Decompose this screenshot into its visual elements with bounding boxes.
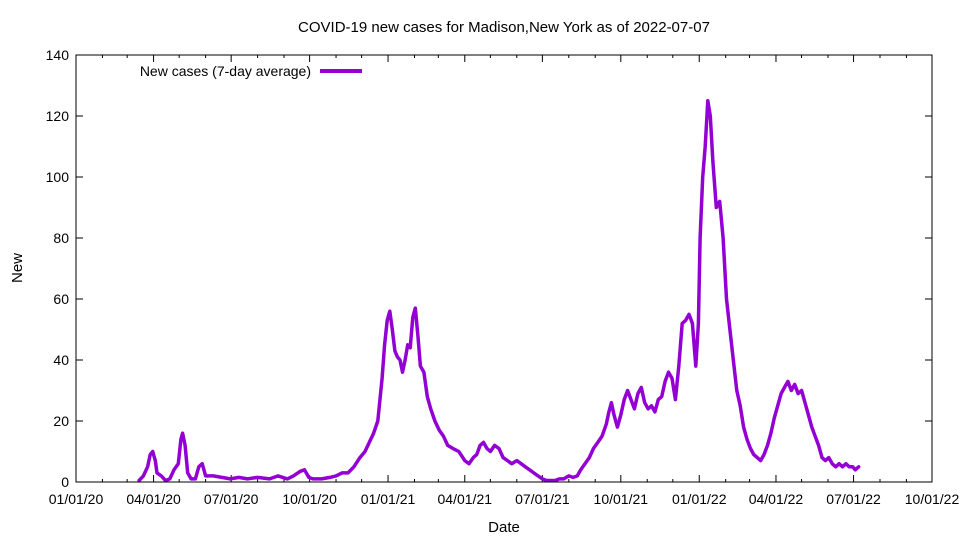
x-tick-label: 10/01/20 [282, 491, 337, 507]
y-tick-label: 60 [53, 291, 69, 307]
chart-title: COVID-19 new cases for Madison,New York … [298, 19, 710, 36]
axis-tick-labels: 0 20 40 60 80 100 120 140 01/01/20 04/01/20 07/01/… [46, 47, 960, 507]
x-tick-label: 01/01/21 [361, 491, 416, 507]
x-tick-label: 04/01/22 [749, 491, 804, 507]
y-tick-label: 20 [53, 413, 69, 429]
x-axis-title: Date [488, 519, 520, 536]
y-tick-label: 100 [46, 169, 70, 185]
x-tick-label: 04/01/20 [126, 491, 181, 507]
legend-label: New cases (7-day average) [140, 63, 311, 79]
axis-ticks [75, 54, 933, 483]
x-tick-label: 10/01/22 [905, 491, 960, 507]
x-tick-label: 10/01/21 [594, 491, 649, 507]
x-tick-label: 04/01/21 [438, 491, 493, 507]
y-tick-label: 0 [61, 474, 69, 490]
series-line [137, 99, 861, 483]
x-tick-label: 07/01/21 [515, 491, 570, 507]
y-tick-label: 140 [46, 47, 70, 63]
x-tick-label: 07/01/20 [204, 491, 259, 507]
legend: New cases (7-day average) [140, 63, 362, 79]
y-tick-label: 120 [46, 108, 70, 124]
x-tick-label: 01/01/22 [672, 491, 727, 507]
x-tick-label: 07/01/22 [826, 491, 881, 507]
x-tick-label: 01/01/20 [49, 491, 104, 507]
plot-frame [75, 54, 933, 483]
y-tick-label: 40 [53, 352, 69, 368]
series-layer [137, 99, 861, 483]
y-axis-title: New [9, 253, 26, 283]
y-tick-label: 80 [53, 230, 69, 246]
